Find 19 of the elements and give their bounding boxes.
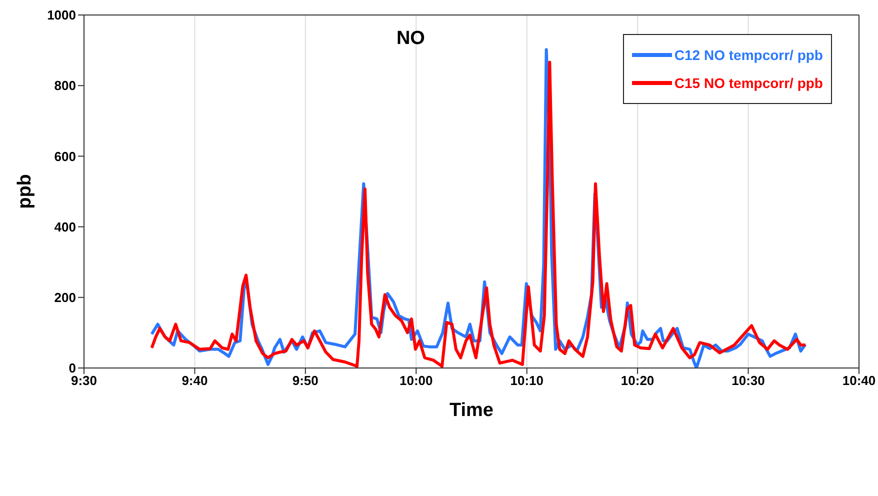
y-tick-label: 1000 bbox=[47, 8, 76, 23]
x-tick-label: 9:50 bbox=[292, 373, 318, 388]
x-tick-label: 9:30 bbox=[70, 373, 98, 388]
x-tick-label: 9:40 bbox=[182, 373, 208, 388]
x-tick-label: 10:10 bbox=[510, 373, 544, 388]
y-axis-title: ppb bbox=[14, 174, 36, 209]
x-tick-label: 10:00 bbox=[400, 373, 433, 388]
text: NO bbox=[396, 28, 425, 50]
x-axis-title: Time bbox=[449, 400, 494, 421]
y-tick-label: 0 bbox=[68, 360, 76, 376]
x-tick-label: 10:20 bbox=[620, 373, 654, 388]
y-tick-label: 400 bbox=[54, 219, 76, 234]
legend-label: C15 NO tempcorr/ ppb bbox=[674, 75, 823, 91]
y-tick-label: 200 bbox=[54, 290, 76, 306]
y-tick-label: 600 bbox=[54, 148, 76, 164]
legend-label: C12 NO tempcorr/ ppb bbox=[674, 47, 823, 63]
x-tick-label: 10:30 bbox=[732, 373, 765, 388]
x-tick-label: 10:40 bbox=[842, 373, 876, 388]
y-tick-label: 800 bbox=[54, 78, 76, 94]
